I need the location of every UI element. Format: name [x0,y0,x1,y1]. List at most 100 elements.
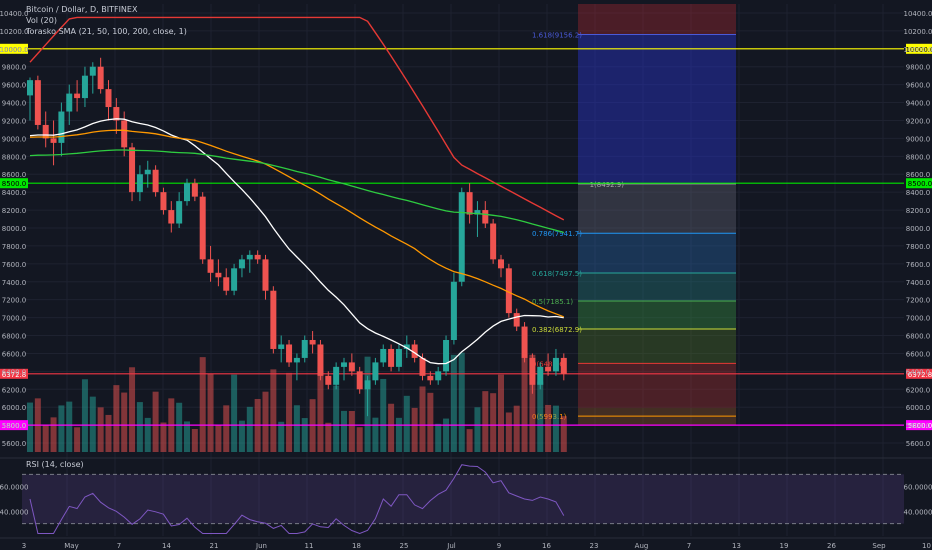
candle-body [333,366,340,385]
volume-bar [513,405,520,452]
fib-level-label: 1(8492.9) [590,181,625,189]
candle-body [254,254,261,260]
volume-bar [450,354,457,452]
volume-bar [443,418,450,452]
price-axis-label: 8000.0 [906,225,931,233]
volume-bar [372,417,379,452]
candle-body [356,371,363,390]
rsi-line [29,464,565,535]
candle-body [372,362,379,381]
candle-body [301,340,308,358]
price-axis-label: 10400.0 [904,10,932,18]
time-axis-label: Jun [255,542,267,550]
candle-body [34,80,41,125]
time-axis-label: 18 [352,542,361,550]
price-axis-label: 6400.0 [906,368,931,376]
price-axis-label: 6800.0 [2,333,27,341]
candle-body [552,357,559,372]
candle-body [293,357,300,363]
candle-body [215,272,222,278]
time-axis-label: 26 [827,542,836,550]
volume-bar [427,392,434,452]
volume-bar [458,352,465,452]
price-axis-label: 8200.0 [2,207,27,215]
candle-body [521,326,528,358]
price-label-badge [0,368,28,379]
fib-zone [578,328,736,364]
candle-body [207,259,214,273]
sma-21-line [29,118,564,365]
candle-body [474,210,481,215]
candle-body [560,357,567,374]
volume-bar [380,378,387,452]
time-axis-label: 21 [210,542,219,550]
volume-bar [435,423,442,452]
candle-body [231,268,238,291]
candle-body [348,362,355,372]
candle-body [105,89,112,108]
time-axis-label: 25 [400,542,409,550]
price-axis-label: 7800.0 [2,243,27,251]
volume-bar [74,427,81,452]
candle-body [27,80,33,96]
candle-body [144,169,151,175]
volume-bar [191,428,198,452]
time-axis-label: 11 [305,542,314,550]
volume-bar [184,421,190,452]
price-label-badge [906,420,932,431]
candle-body [482,210,489,224]
volume-bar [552,405,559,452]
fib-zone [578,363,736,408]
volume-bar [545,404,552,452]
price-axis-label: 9200.0 [906,117,931,125]
price-axis-label: 7400.0 [2,279,27,287]
candle-body [89,66,96,76]
volume-bar [215,424,222,452]
rsi-indicator-label: RSI (14, close) [26,460,84,469]
price-label-badge [0,178,28,189]
candle-body [388,348,395,367]
rsi-band [22,474,904,524]
volume-bar [482,391,489,452]
candle-body [286,344,293,363]
candle-body [136,174,143,193]
candle-body [246,254,253,260]
candle-body [403,344,410,349]
candle-body [419,357,426,376]
volume-bar [207,373,214,452]
volume-bar [521,353,528,452]
fib-level-label: 0.382(6872.9) [532,326,582,334]
price-label-text: 6372.8 [908,371,932,379]
price-axis-label: 6200.0 [906,386,931,394]
fib-level-label: 1.618(9156.2) [532,31,582,39]
volume-bar [129,367,136,452]
time-axis-label: 7 [117,542,121,550]
price-axis-label: 7200.0 [2,297,27,305]
symbol-title: Bitcoin / Dollar, D, BITFINEX [26,5,138,14]
time-axis-label: 14 [162,542,171,550]
candle-body [184,183,190,202]
time-axis-label: 3 [22,542,26,550]
price-axis-label: 10400.0 [0,10,28,18]
price-label-text: 6372.8 [2,371,27,379]
volume-bar [341,410,347,452]
time-axis-label: 23 [590,542,599,550]
candle-body [435,371,442,381]
volume-bar [176,402,183,452]
candle-body [466,192,473,215]
candle-body [74,93,81,99]
volume-bar [466,429,473,452]
volume-bar [317,366,324,452]
time-axis-label: 10 [922,542,931,550]
candle-body [199,196,206,260]
price-axis-label: 9400.0 [906,100,931,108]
volume-bar [160,422,167,452]
candle-body [545,366,552,372]
fib-level-label: 0(6489.6) [532,360,567,368]
price-label-text: 5800.0 [908,422,932,430]
price-label-badge [906,368,932,379]
volume-bar [529,354,536,452]
volume-bar [403,395,410,452]
price-axis-label: 9600.0 [2,82,27,90]
